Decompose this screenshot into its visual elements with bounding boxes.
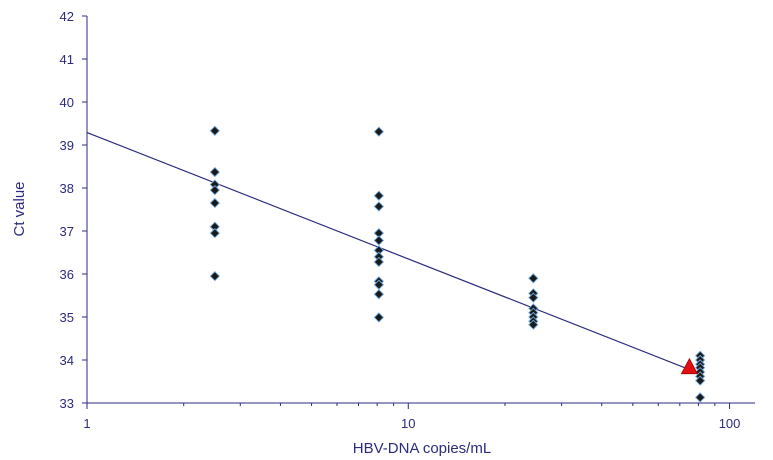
diamond-point <box>695 392 706 403</box>
tick-labels: 33 34 35 36 37 38 39 40 41 42 1 10 100 <box>60 9 741 431</box>
trendline-layer <box>86 131 701 375</box>
diamond-point <box>373 201 385 212</box>
y-tick-label: 36 <box>60 267 74 282</box>
y-tick-label: 37 <box>60 224 74 239</box>
trendline <box>86 131 701 375</box>
x-tick-label: 100 <box>719 416 741 431</box>
y-tick-label: 34 <box>60 353 74 368</box>
y-tick-label: 35 <box>60 310 74 325</box>
axes <box>82 15 755 409</box>
data-points <box>209 125 706 403</box>
triangle-point <box>680 357 699 375</box>
diamond-point <box>209 166 220 178</box>
y-tick-label: 33 <box>60 396 74 411</box>
diamond-point <box>373 235 385 246</box>
x-tick-label: 1 <box>83 416 90 431</box>
y-tick-label: 42 <box>60 9 74 24</box>
diamond-point <box>373 289 385 300</box>
diamond-point <box>695 375 706 386</box>
diamond-point <box>528 319 539 330</box>
y-tick-label: 40 <box>60 95 74 110</box>
y-tick-label: 38 <box>60 181 74 196</box>
y-tick-label: 39 <box>60 138 74 153</box>
diamond-point <box>528 273 539 284</box>
diamond-point <box>373 126 385 137</box>
diamond-point <box>209 197 220 209</box>
diamond-point <box>209 185 220 196</box>
x-axis-title: HBV-DNA copies/mL <box>353 440 491 457</box>
diamond-point <box>373 312 385 323</box>
x-tick-label: 10 <box>401 416 415 431</box>
diamond-point <box>373 256 385 268</box>
diamond-point <box>209 271 220 282</box>
diamond-point <box>373 190 385 201</box>
diamond-point <box>209 228 220 239</box>
y-tick-label: 41 <box>60 52 74 67</box>
diamond-point <box>209 125 220 136</box>
diamond-point <box>528 292 539 303</box>
y-axis-title: Ct value <box>11 181 28 236</box>
